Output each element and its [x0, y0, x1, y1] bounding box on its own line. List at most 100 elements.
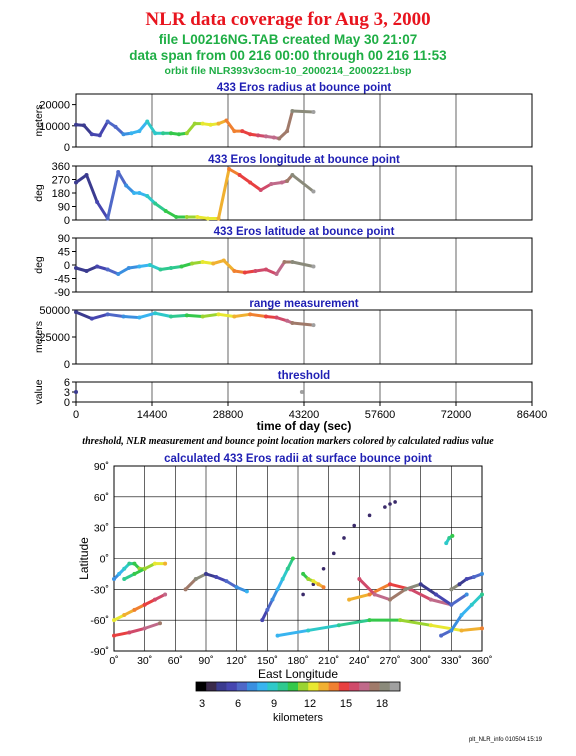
- panel-latitude-data-point: [179, 264, 184, 269]
- map-data-point: [127, 561, 132, 566]
- panel-range-data-point: [274, 315, 279, 320]
- panel-range-data-segment: [153, 311, 173, 318]
- panel-latitude-data-segment: [222, 259, 236, 273]
- map-track-segment: [347, 592, 372, 602]
- panel-range-title: range measurement: [249, 298, 358, 310]
- map-data-point: [464, 592, 469, 597]
- panel-radius-data-point: [74, 122, 78, 127]
- panel-longitude-data-point: [216, 216, 221, 221]
- map-data-point: [439, 633, 444, 638]
- map-data-point: [449, 602, 454, 607]
- map-track-segment: [429, 623, 464, 632]
- map-track-segment: [354, 515, 369, 525]
- panel-range-data-point: [200, 314, 205, 319]
- panel-longitude-data-point: [195, 215, 200, 219]
- panel-latitude-data-point: [311, 264, 316, 269]
- map-track-segment: [408, 587, 433, 602]
- map-data-point: [398, 618, 403, 623]
- panel-radius-ytick-label: 10000: [39, 121, 70, 133]
- map-ytick-label: -60˚: [90, 615, 109, 627]
- map-xtick-label: 60˚: [168, 655, 183, 667]
- map-data-point: [163, 561, 168, 566]
- map-data-point: [301, 592, 305, 597]
- panel-longitude-data-point: [84, 173, 89, 177]
- map-data-point: [471, 575, 476, 579]
- panel-latitude-data-point: [274, 272, 279, 276]
- panel-range-data-point: [216, 312, 221, 317]
- map-data-point: [152, 561, 157, 566]
- panel-range-data-point: [232, 314, 237, 319]
- colorbar-tick-label: 15: [340, 698, 352, 710]
- colorbar-swatch: [247, 682, 258, 691]
- map-data-point: [321, 566, 326, 571]
- map-data-point: [275, 633, 280, 638]
- panel-radius-data-point: [81, 123, 86, 128]
- panel-longitude-data-segment: [106, 170, 120, 220]
- colorbar-tick-label: 6: [235, 698, 241, 710]
- file-info: file L00216NG.TAB created May 30 21:07: [158, 32, 418, 47]
- map-data-point: [234, 585, 239, 590]
- colorbar-swatch: [206, 682, 217, 691]
- panel-range-data-segment: [185, 313, 205, 318]
- map-data-point: [224, 579, 229, 584]
- map-track-segment: [306, 623, 341, 632]
- map-data-point: [112, 577, 116, 582]
- panel-latitude-data-point: [84, 269, 89, 273]
- panel-radius-data-point: [264, 134, 268, 139]
- map-xtick-label: 120˚: [226, 655, 247, 667]
- orbit-file: orbit file NLR393v3ocm-10_2000214_200022…: [164, 65, 412, 77]
- colorbar-swatch: [349, 682, 360, 691]
- panel-latitude-title: 433 Eros latitude at bounce point: [214, 226, 395, 238]
- map-data-point: [459, 613, 464, 618]
- map-data-point: [464, 577, 469, 582]
- panel-latitude-data-point: [290, 260, 295, 264]
- map-data-point: [428, 623, 433, 628]
- map-data-point: [449, 628, 454, 633]
- map-data-point: [290, 556, 295, 561]
- colorbar-swatch: [318, 682, 329, 691]
- map-track-segment: [370, 507, 385, 515]
- panel-range-data-segment: [137, 311, 157, 320]
- panel-longitude-data-point: [163, 209, 168, 213]
- map-track-segment: [460, 603, 474, 617]
- map-data-point: [450, 533, 455, 538]
- panel-latitude-data-segment: [275, 260, 286, 276]
- map-data-point: [142, 626, 147, 631]
- map-xtick-label: 240˚: [349, 655, 370, 667]
- panel-radius-ytick-label: 20000: [39, 100, 70, 112]
- panel-latitude-data-point: [211, 261, 216, 266]
- map-data-point: [132, 561, 137, 566]
- panel-latitude-data-point: [105, 267, 110, 272]
- map-track-segment: [357, 577, 377, 596]
- map-track-segment: [276, 628, 310, 638]
- map-data-point: [112, 618, 116, 623]
- panel-radius-data-point: [248, 132, 253, 137]
- panel-radius-data-point: [153, 131, 158, 136]
- panel-radius-ytick-label: 0: [64, 142, 70, 154]
- map-data-point: [480, 571, 484, 576]
- panel-latitude-data-point: [116, 272, 121, 276]
- panel-range-data-point: [285, 318, 290, 323]
- panel-radius-title: 433 Eros radius at bounce point: [217, 82, 392, 94]
- panel-longitude-data-point: [311, 189, 316, 194]
- panel-longitude-data-point: [227, 167, 232, 171]
- panel-threshold-ytick-label: 6: [64, 377, 70, 389]
- map-data-point: [265, 607, 270, 612]
- panel-latitude-ytick-label: -90: [54, 287, 70, 299]
- panel-longitude-data-segment: [248, 181, 263, 192]
- map-data-point: [122, 577, 127, 582]
- colorbar-tick-label: 12: [304, 698, 316, 710]
- map-data-point: [367, 592, 372, 597]
- map-track-segment: [388, 587, 407, 602]
- panel-range-ylabel: meters: [33, 321, 45, 353]
- panel-latitude-ytick-label: 45: [58, 247, 70, 259]
- map-data-point: [311, 579, 316, 584]
- map-data-point: [469, 602, 474, 607]
- panel-longitude-data-segment: [116, 170, 128, 187]
- panel-longitude-data-point: [184, 215, 189, 219]
- panel-range-data-point: [121, 314, 126, 319]
- panel-threshold-data-point: [74, 390, 78, 394]
- map-data-point: [480, 626, 484, 631]
- panel-range-data-segment: [232, 312, 252, 318]
- map-track-segment: [112, 631, 131, 638]
